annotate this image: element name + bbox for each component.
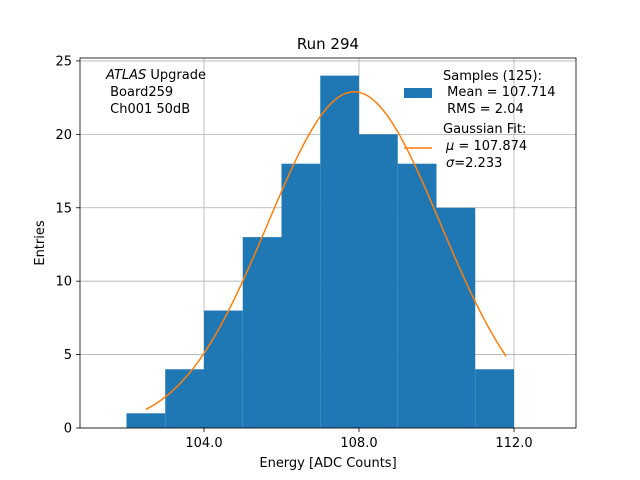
legend-mu-symbol: μ bbox=[445, 139, 454, 154]
y-tick-label-0: 0 bbox=[64, 422, 72, 437]
x-tick-label-2: 112.0 bbox=[495, 436, 532, 451]
y-tick-label-1: 5 bbox=[64, 348, 72, 363]
histogram-bar-7 bbox=[397, 163, 437, 428]
legend-mu-value: = 107.874 bbox=[454, 139, 527, 154]
x-axis-ticks: 104.0 108.0 112.0 bbox=[185, 428, 533, 451]
histogram-bar-3 bbox=[242, 237, 282, 428]
annotation-line-1: ATLAS Upgrade bbox=[105, 68, 206, 83]
histogram-bar-9 bbox=[475, 369, 514, 428]
histogram-bar-6 bbox=[359, 134, 398, 428]
legend-samples-line-1: Samples (125): bbox=[443, 69, 542, 84]
legend-sigma-symbol: σ bbox=[446, 156, 455, 171]
histogram-bar-5 bbox=[320, 75, 359, 428]
x-tick-label-1: 108.0 bbox=[340, 436, 377, 451]
plot-frame bbox=[79, 57, 577, 429]
annotation-atlas: ATLAS bbox=[105, 68, 146, 83]
legend-sigma-value: =2.233 bbox=[454, 156, 502, 171]
annotation-line-2: Board259 bbox=[106, 85, 173, 100]
legend: Samples (125): Mean = 107.714 RMS = 2.04… bbox=[404, 69, 555, 171]
x-tick-label-0: 104.0 bbox=[185, 436, 222, 451]
gaussian-fit-curve bbox=[145, 91, 507, 411]
y-tick-label-5: 25 bbox=[55, 54, 72, 69]
annotation-line-3: Ch001 50dB bbox=[106, 102, 190, 117]
annotation-upgrade: Upgrade bbox=[146, 68, 206, 83]
histogram-bar-2 bbox=[204, 310, 243, 428]
legend-fit-sigma: σ=2.233 bbox=[446, 156, 502, 171]
x-axis-label: Energy [ADC Counts] bbox=[259, 456, 396, 471]
histogram-bar-4 bbox=[281, 163, 321, 428]
y-tick-label-4: 20 bbox=[55, 128, 72, 143]
histogram-bar-0 bbox=[126, 413, 166, 428]
y-axis-label: Entries bbox=[33, 220, 48, 266]
legend-samples-line-3: RMS = 2.04 bbox=[443, 102, 524, 117]
chart-title: Run 294 bbox=[297, 35, 359, 53]
legend-fit-mu: μ = 107.874 bbox=[445, 139, 527, 154]
atlas-annotation: ATLAS Upgrade Board259 Ch001 50dB bbox=[105, 68, 206, 117]
y-tick-label-3: 15 bbox=[55, 201, 72, 216]
histogram-bars bbox=[126, 75, 514, 428]
legend-samples-swatch bbox=[404, 88, 432, 98]
y-tick-label-2: 10 bbox=[55, 275, 72, 290]
y-axis-ticks: 0 5 10 15 20 25 bbox=[55, 54, 80, 437]
histogram-bar-8 bbox=[436, 207, 476, 428]
legend-fit-line-1: Gaussian Fit: bbox=[443, 122, 526, 137]
legend-samples-line-2: Mean = 107.714 bbox=[443, 85, 555, 100]
